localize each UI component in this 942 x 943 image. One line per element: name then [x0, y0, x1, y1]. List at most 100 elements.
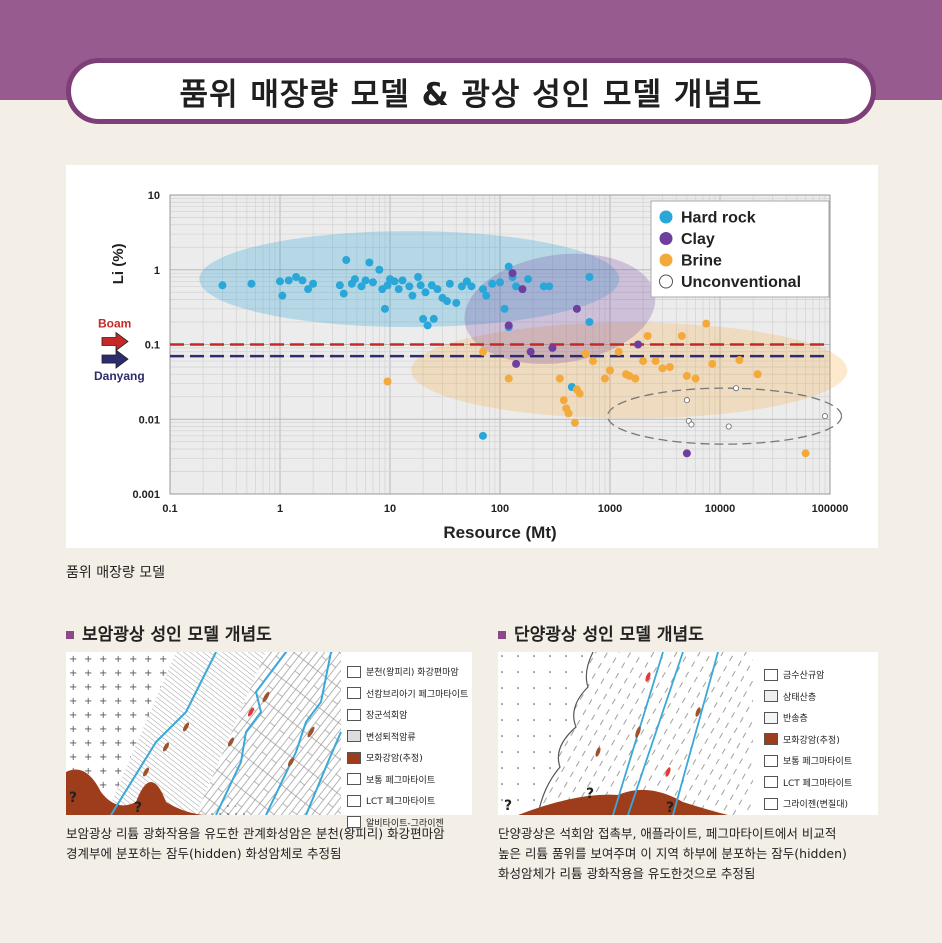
legend-label: 그라이젠(변질대) [783, 800, 848, 811]
danyang-heading: 단양광상 성인 모델 개념도 [514, 625, 704, 645]
data-point-hard-rock [408, 291, 417, 300]
data-point-brine [383, 377, 392, 386]
legend-swatch [764, 711, 778, 724]
data-point-hard-rock [278, 291, 287, 300]
data-point-brine [555, 374, 564, 383]
data-point-hard-rock [405, 282, 414, 291]
danyang-diagram: ? ? ? [498, 652, 878, 815]
data-point-hard-rock [504, 262, 513, 271]
danyang-arrow-icon [101, 349, 129, 369]
data-point-hard-rock [512, 282, 521, 291]
legend-label: 반송층 [783, 714, 808, 725]
y-tick-label: 0.01 [139, 414, 160, 426]
bullet-square-icon [498, 631, 506, 639]
legend-item: 금수산규암 [764, 664, 852, 686]
y-tick-label: 10 [148, 190, 160, 202]
grade-tonnage-chart: Boam Danyang 0.1 1 10 100 1000 10000 100000 0.001… [94, 190, 848, 542]
legend-item: 장군석회암 [347, 704, 468, 726]
legend-swatch [347, 708, 361, 721]
brine-field [411, 322, 848, 419]
data-point-hard-rock [478, 285, 487, 294]
legend-label: Hard rock [681, 210, 756, 227]
data-point-hard-rock [500, 304, 509, 313]
data-point-brine [504, 374, 513, 383]
legend-label: 보통 페그마타이트 [783, 757, 853, 768]
legend-marker [659, 232, 673, 245]
data-point-hard-rock [357, 282, 366, 291]
danyang-desc-line-2: 높은 리튬 품위를 보여주며 이 지역 하부에 분포하는 잠두(hidden) [498, 846, 847, 861]
legend-swatch [764, 754, 778, 767]
boam-arrow-icon [101, 331, 129, 352]
x-tick-label: 10000 [705, 503, 736, 515]
boam-description: 보암광상 리튬 광화작용을 유도한 관계화성암은 분천(왕피리) 화강편마암 경… [66, 824, 445, 864]
legend-label: Unconventional [681, 274, 801, 291]
data-point-brine [625, 371, 634, 380]
data-point-hard-rock [467, 282, 476, 291]
legend-label: 분천(왕피리) 화강편마암 [366, 668, 459, 679]
legend-item: 반송층 [764, 707, 852, 729]
boam-question-mark-2: ? [134, 800, 142, 815]
data-point-hard-rock [427, 281, 436, 290]
data-point-brine [651, 357, 660, 366]
x-tick-label: 10 [384, 503, 396, 515]
legend-label: 모화강암(추정) [366, 754, 423, 765]
hard-rock-field [199, 231, 620, 328]
data-point-hard-rock [443, 297, 452, 306]
legend-item: 모화강암(추정) [347, 747, 468, 769]
legend-item: 모화강암(추정) [764, 729, 852, 751]
title-box: 품위 매장량 모델 & 광상 성인 모델 개념도 [66, 58, 876, 124]
data-point-hard-rock [247, 279, 256, 288]
data-point-hard-rock [524, 275, 533, 284]
danyang-question-mark-1: ? [504, 798, 512, 814]
legend-label: 금수산규암 [783, 671, 825, 682]
danyang-question-mark-2: ? [586, 786, 594, 802]
legend-item: 그라이젠(변질대) [764, 793, 852, 815]
boam-section-title: 보암광상 성인 모델 개념도 [66, 620, 272, 645]
data-point-brine [581, 349, 590, 358]
data-point-hard-rock [545, 282, 554, 291]
legend-item: 삼태산층 [764, 686, 852, 708]
data-point-brine [702, 319, 711, 328]
data-point-clay [548, 343, 557, 352]
legend-label: 알비타이트-그라이젠 [366, 818, 444, 829]
y-axis-label: Li (%) [110, 243, 127, 284]
legend-swatch [347, 751, 361, 764]
data-point-hard-rock [298, 276, 307, 285]
data-point-hard-rock [421, 288, 430, 297]
data-point-clay [682, 449, 691, 458]
chart-legend [650, 200, 830, 298]
x-tick-label: 1000 [598, 503, 622, 515]
data-point-hard-rock [368, 278, 377, 287]
y-tick-label: 0.001 [132, 489, 160, 501]
legend-marker [659, 253, 673, 267]
data-point-hard-rock [585, 317, 594, 326]
y-tick-label: 0.1 [145, 340, 160, 352]
data-point-hard-rock [284, 276, 293, 285]
data-point-brine [575, 389, 584, 398]
legend-label: LCT 페그마타이트 [783, 778, 853, 789]
data-point-hard-rock [416, 281, 425, 290]
x-tick-label: 1 [277, 503, 283, 515]
data-point-unconventional [725, 423, 732, 430]
data-point-brine [559, 396, 568, 405]
legend-label: 변성퇴적암류 [366, 732, 416, 743]
danyang-marker-label: Danyang [94, 369, 145, 383]
data-point-brine [665, 363, 674, 372]
data-point-brine [643, 331, 652, 340]
boam-model-illustration: + ? [66, 652, 472, 815]
legend-item: 알비타이트-그라이젠 [347, 812, 468, 834]
legend-label: 장군석회암 [366, 711, 408, 722]
data-point-brine [677, 331, 686, 340]
boam-marker-label: Boam [98, 317, 131, 331]
legend-item: 보통 페그마타이트 [347, 769, 468, 791]
legend-label: LCT 페그마타이트 [366, 797, 436, 808]
legend-item: 보통 페그마타이트 [764, 750, 852, 772]
clay-field [464, 253, 656, 364]
data-point-hard-rock [496, 278, 504, 287]
danyang-question-mark-3: ? [666, 800, 674, 815]
danyang-desc-line-1: 단양광상은 석회암 접촉부, 애플라이트, 페그마타이트에서 비교적 [498, 826, 837, 841]
legend-label: 선캄브리아기 페그마타이트 [366, 689, 469, 700]
danyang-model-illustration: ? ? ? [498, 652, 878, 815]
data-point-clay [572, 304, 581, 313]
